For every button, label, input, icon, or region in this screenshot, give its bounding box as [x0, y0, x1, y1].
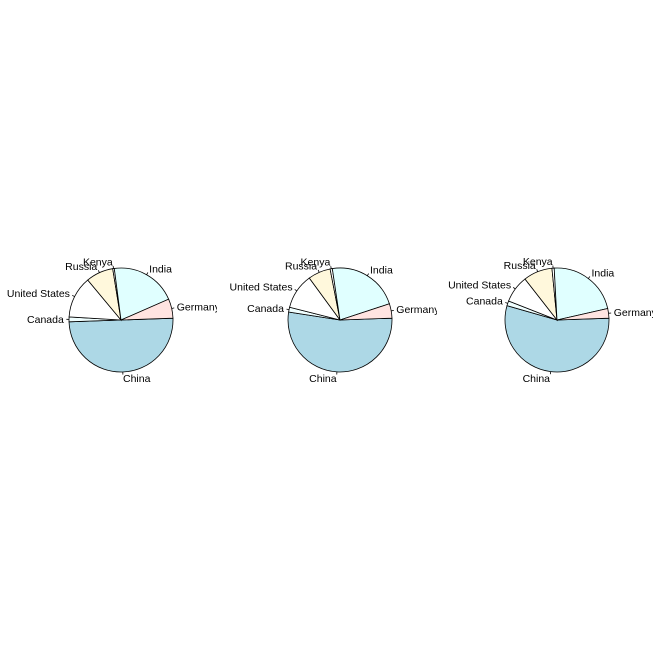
label-tick-india	[366, 273, 369, 276]
slice-label-germany: Germany	[177, 302, 221, 314]
slice-label-canada: Canada	[247, 303, 284, 315]
label-tick-russia	[536, 269, 539, 272]
pie-slice-india	[331, 267, 390, 321]
slice-label-kenya: Kenya	[83, 256, 113, 268]
slice-label-china: China	[523, 373, 551, 385]
label-tick-canada	[286, 308, 290, 311]
pie-slice-india	[113, 267, 170, 321]
pie-slice-china	[504, 305, 610, 373]
slice-label-germany: Germany	[614, 307, 653, 319]
slice-label-india: India	[591, 268, 614, 280]
slice-label-canada: Canada	[466, 296, 503, 308]
slice-label-russia: Russia	[65, 261, 97, 273]
slice-label-germany: Germany	[396, 304, 440, 316]
label-tick-russia	[317, 269, 320, 273]
slice-label-united-states: United States	[230, 282, 293, 294]
slice-label-russia: Russia	[504, 260, 536, 272]
slice-label-india: India	[370, 265, 393, 277]
slice-label-canada: Canada	[27, 314, 64, 326]
slice-label-kenya: Kenya	[301, 257, 331, 269]
pie-slice-china	[287, 311, 393, 373]
label-tick-united-states	[294, 289, 298, 292]
label-tick-canada	[505, 302, 508, 304]
slice-label-united-states: United States	[448, 279, 511, 291]
label-tick-germany	[171, 307, 175, 309]
slice-label-russia: Russia	[285, 261, 317, 273]
label-tick-russia	[97, 270, 100, 273]
pie-slice-germany	[120, 298, 174, 321]
pie-slice-germany	[556, 308, 610, 321]
slice-label-china: China	[123, 373, 151, 385]
label-tick-india	[146, 272, 149, 275]
pie-slice-china	[68, 317, 174, 373]
slice-label-india: India	[149, 263, 172, 275]
slice-label-china: China	[309, 373, 337, 385]
label-tick-india	[588, 276, 591, 279]
slice-label-kenya: Kenya	[523, 256, 553, 268]
pie-slice-india	[553, 267, 609, 321]
label-tick-united-states	[72, 295, 75, 297]
slice-label-united-states: United States	[7, 288, 70, 300]
label-tick-united-states	[512, 287, 516, 290]
